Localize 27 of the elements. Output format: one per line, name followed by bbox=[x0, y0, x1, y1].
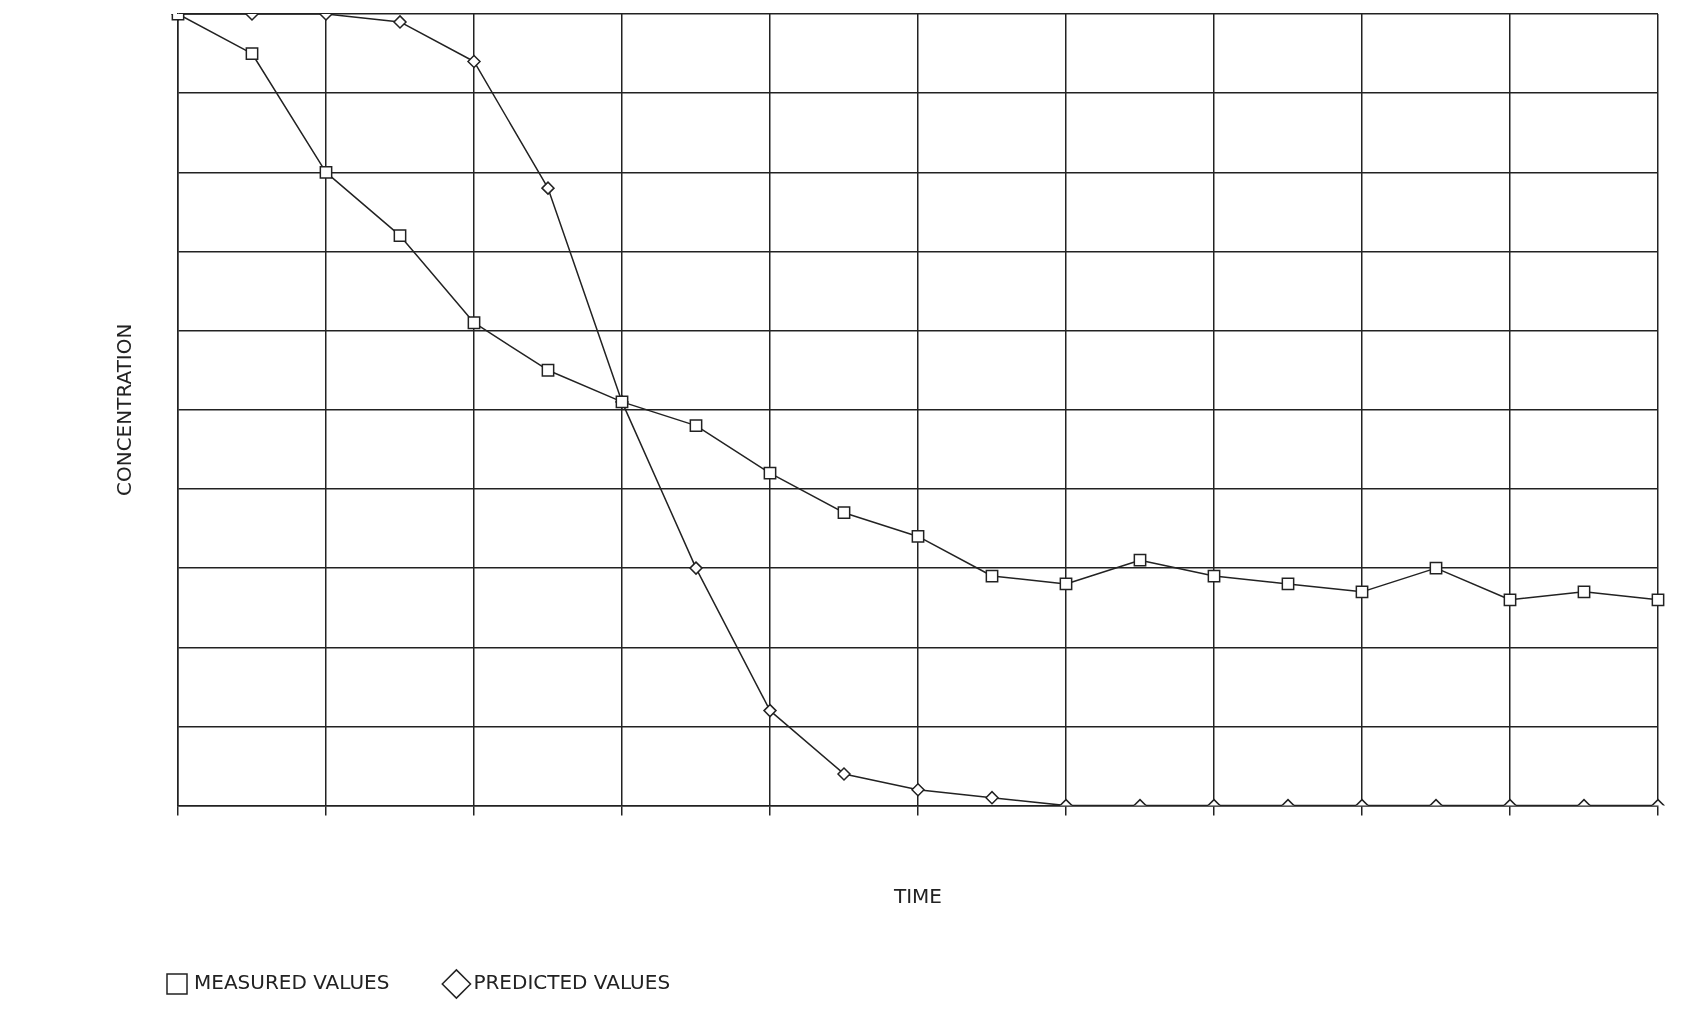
point bbox=[1133, 553, 1147, 567]
point bbox=[1651, 593, 1665, 607]
point bbox=[911, 783, 925, 797]
point bbox=[1503, 593, 1517, 607]
point bbox=[763, 466, 777, 480]
point bbox=[911, 530, 925, 543]
point bbox=[689, 419, 703, 433]
point bbox=[763, 703, 777, 718]
point bbox=[467, 54, 481, 69]
legend-label: MEASURED VALUES bbox=[194, 970, 390, 995]
point bbox=[1355, 585, 1369, 599]
point bbox=[319, 165, 333, 179]
point bbox=[541, 363, 555, 377]
point bbox=[467, 316, 481, 330]
point bbox=[837, 506, 851, 520]
legend-label: PREDICTED VALUES bbox=[473, 970, 671, 995]
point bbox=[689, 561, 703, 575]
y-axis-title: CONCENTRATION bbox=[112, 323, 137, 497]
point bbox=[1429, 561, 1443, 575]
point bbox=[541, 181, 555, 195]
point bbox=[393, 15, 407, 29]
point bbox=[837, 767, 851, 781]
point bbox=[1577, 585, 1591, 599]
point bbox=[985, 790, 999, 805]
point bbox=[393, 229, 407, 243]
point bbox=[245, 47, 259, 60]
x-axis-title: TIME bbox=[892, 884, 943, 909]
